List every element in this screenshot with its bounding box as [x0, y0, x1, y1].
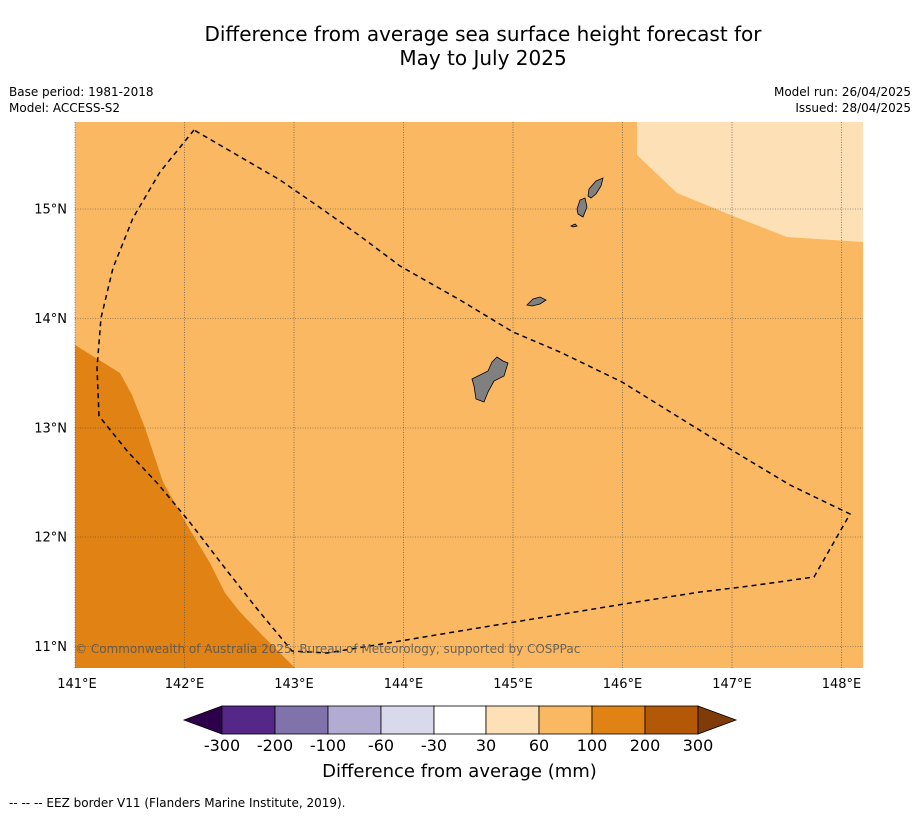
lon-label-141: 141°E	[57, 677, 97, 692]
colorbar-label: -60	[368, 736, 394, 755]
colorbar-below-min-triangle	[182, 705, 223, 735]
copyright-notice: © Commonwealth of Australia 2025, Bureau…	[75, 642, 580, 656]
lat-label-15: 15°N	[34, 203, 67, 218]
anomaly-30-60-region	[637, 122, 863, 242]
colorbar	[182, 705, 738, 735]
colorbar-label: 200	[630, 736, 661, 755]
colorbar-title: Difference from average (mm)	[322, 761, 597, 782]
model-run: Model run: 26/04/2025	[773, 85, 911, 99]
anomaly-100-200-region	[75, 345, 295, 668]
lon-label-142: 142°E	[165, 677, 205, 692]
colorbar-label: 300	[683, 736, 714, 755]
colorbar-label: 100	[577, 736, 608, 755]
colorbar-segment-100-200	[591, 705, 646, 735]
guam-island	[471, 356, 509, 403]
map-area: © Commonwealth of Australia 2025, Bureau…	[74, 122, 863, 668]
lat-label-12: 12°N	[34, 531, 67, 546]
colorbar-segment-m100-m60	[327, 705, 382, 735]
eez-footer-note: -- -- -- EEZ border V11 (Flanders Marine…	[9, 796, 346, 810]
lon-axis-labels: 141°E 142°E 143°E 144°E 145°E 146°E 147°…	[57, 677, 861, 692]
tinian-island	[576, 197, 588, 218]
title-line-2: May to July 2025	[399, 46, 567, 70]
eez-border	[96, 129, 852, 654]
colorbar-segment-m200-m100	[274, 705, 329, 735]
aguijan-islet	[570, 223, 578, 228]
lon-label-145: 145°E	[493, 677, 533, 692]
colorbar-label: -100	[310, 736, 346, 755]
colorbar-segment-m30-30	[433, 705, 487, 735]
colorbar-segment-m60-m30	[380, 705, 435, 735]
issued-date: Issued: 28/04/2025	[795, 101, 911, 115]
lon-label-143: 143°E	[274, 677, 314, 692]
gridlines	[74, 122, 863, 668]
lon-label-148: 148°E	[822, 677, 862, 692]
lon-label-146: 146°E	[603, 677, 643, 692]
colorbar-segment-m300-m200	[221, 705, 276, 735]
lat-label-11: 11°N	[34, 640, 67, 655]
islands	[471, 177, 604, 403]
colorbar-segment-60-100	[538, 705, 593, 735]
meta-left: Base period: 1981-2018 Model: ACCESS-S2	[9, 84, 154, 116]
rota-island	[526, 296, 547, 307]
lon-label-144: 144°E	[384, 677, 424, 692]
meta-right: Model run: 26/04/2025 Issued: 28/04/2025	[774, 84, 911, 116]
title-line-1: Difference from average sea surface heig…	[204, 22, 762, 46]
colorbar-label: -200	[257, 736, 293, 755]
base-period: Base period: 1981-2018	[9, 85, 154, 99]
lon-label-147: 147°E	[712, 677, 752, 692]
colorbar-label: -30	[421, 736, 447, 755]
model-name: Model: ACCESS-S2	[9, 101, 121, 115]
colorbar-segment-200-300	[644, 705, 699, 735]
lat-axis-labels: 15°N 14°N 13°N 12°N 11°N	[34, 203, 67, 656]
map-title: Difference from average sea surface heig…	[0, 22, 919, 70]
colorbar-segment-30-60	[485, 705, 540, 735]
colorbar-label: -300	[204, 736, 240, 755]
colorbar-above-max-triangle	[697, 705, 738, 735]
saipan-island	[587, 177, 604, 199]
colorbar-label: 60	[529, 736, 549, 755]
colorbar-label: 30	[476, 736, 496, 755]
lat-label-14: 14°N	[34, 312, 67, 327]
colorbar-labels: -300 -200 -100 -60 -30 30 60 100 200 300	[204, 736, 713, 755]
lat-label-13: 13°N	[34, 422, 67, 437]
